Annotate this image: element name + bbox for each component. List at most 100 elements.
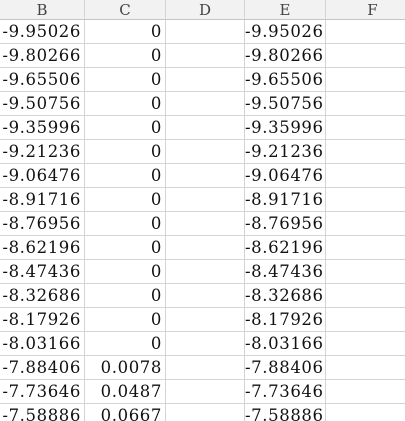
cell-d[interactable] [166,92,245,116]
cell-f[interactable]: 0 [326,212,405,236]
cell-b[interactable]: -9.80266 [0,44,85,68]
column-header-d[interactable]: D [166,0,245,20]
cell-d[interactable] [166,380,245,404]
cell-c[interactable]: 0 [85,44,166,68]
cell-b[interactable]: -9.21236 [0,140,85,164]
cell-c[interactable]: 0 [85,140,166,164]
column-header-f[interactable]: F [326,0,405,20]
cell-e[interactable]: -9.80266 [245,44,326,68]
cell-b[interactable]: -9.50756 [0,92,85,116]
cell-d[interactable] [166,68,245,92]
cell-c[interactable]: 0 [85,188,166,212]
cell-c[interactable]: 0 [85,260,166,284]
cell-b[interactable]: -8.32686 [0,284,85,308]
column-header-row: B C D E F [0,0,405,20]
cell-d[interactable] [166,356,245,380]
cell-b[interactable]: -9.06476 [0,164,85,188]
cell-e[interactable]: -9.65506 [245,68,326,92]
cell-c[interactable]: 0 [85,332,166,356]
cell-f[interactable]: 0 [326,404,405,421]
cell-b[interactable]: -8.47436 [0,260,85,284]
cell-e[interactable]: -9.35996 [245,116,326,140]
cell-b[interactable]: -8.17926 [0,308,85,332]
cell-c[interactable]: 0.0078 [85,356,166,380]
cell-e[interactable]: -7.58886 [245,404,326,421]
cell-f[interactable]: 0 [326,332,405,356]
cell-d[interactable] [166,116,245,140]
cell-d[interactable] [166,260,245,284]
cell-d[interactable] [166,44,245,68]
cell-e[interactable]: -8.03166 [245,332,326,356]
cell-c[interactable]: 0.0487 [85,380,166,404]
cell-d[interactable] [166,404,245,421]
cell-d[interactable] [166,308,245,332]
cell-c[interactable]: 0 [85,68,166,92]
cell-b[interactable]: -9.35996 [0,116,85,140]
cell-e[interactable]: -8.17926 [245,308,326,332]
cell-d[interactable] [166,212,245,236]
cell-b[interactable]: -8.91716 [0,188,85,212]
cell-f[interactable]: 0 [326,188,405,212]
column-header-e[interactable]: E [245,0,326,20]
cell-b[interactable]: -7.88406 [0,356,85,380]
cell-c[interactable]: 0 [85,308,166,332]
cell-e[interactable]: -8.76956 [245,212,326,236]
cell-d[interactable] [166,332,245,356]
cell-c[interactable]: 0 [85,20,166,44]
cell-f[interactable]: 0 [326,140,405,164]
cell-e[interactable]: -8.91716 [245,188,326,212]
cell-f[interactable]: 0 [326,380,405,404]
cell-c[interactable]: 0 [85,92,166,116]
cell-f[interactable]: 0 [326,116,405,140]
cell-b[interactable]: -8.03166 [0,332,85,356]
column-header-c[interactable]: C [85,0,166,20]
cell-d[interactable] [166,236,245,260]
cell-c[interactable]: 0 [85,284,166,308]
cell-f[interactable]: 0 [326,68,405,92]
cell-e[interactable]: -7.88406 [245,356,326,380]
cell-c[interactable]: 0 [85,164,166,188]
cell-c[interactable]: 0 [85,116,166,140]
cell-f[interactable]: 0 [326,20,405,44]
cell-d[interactable] [166,20,245,44]
cell-e[interactable]: -9.50756 [245,92,326,116]
cell-c[interactable]: 0 [85,212,166,236]
cell-f[interactable]: 0 [326,164,405,188]
cell-f[interactable]: 0 [326,356,405,380]
cell-b[interactable]: -9.65506 [0,68,85,92]
cell-e[interactable]: -7.73646 [245,380,326,404]
cell-d[interactable] [166,140,245,164]
cell-e[interactable]: -9.95026 [245,20,326,44]
cell-d[interactable] [166,284,245,308]
cell-b[interactable]: -7.58886 [0,404,85,421]
cell-f[interactable]: 0 [326,92,405,116]
cell-b[interactable]: -8.76956 [0,212,85,236]
cell-f[interactable]: 0 [326,308,405,332]
cell-f[interactable]: 0 [326,284,405,308]
cell-e[interactable]: -8.47436 [245,260,326,284]
cell-e[interactable]: -8.62196 [245,236,326,260]
cell-e[interactable]: -9.21236 [245,140,326,164]
cell-b[interactable]: -8.62196 [0,236,85,260]
cell-f[interactable]: 0 [326,44,405,68]
cell-b[interactable]: -9.95026 [0,20,85,44]
cell-b[interactable]: -7.73646 [0,380,85,404]
cell-e[interactable]: -8.32686 [245,284,326,308]
cell-d[interactable] [166,164,245,188]
cell-d[interactable] [166,188,245,212]
column-header-b[interactable]: B [0,0,85,20]
cell-f[interactable]: 0 [326,260,405,284]
cell-c[interactable]: 0 [85,236,166,260]
cell-f[interactable]: 0 [326,236,405,260]
cell-c[interactable]: 0.0667 [85,404,166,421]
cell-e[interactable]: -9.06476 [245,164,326,188]
